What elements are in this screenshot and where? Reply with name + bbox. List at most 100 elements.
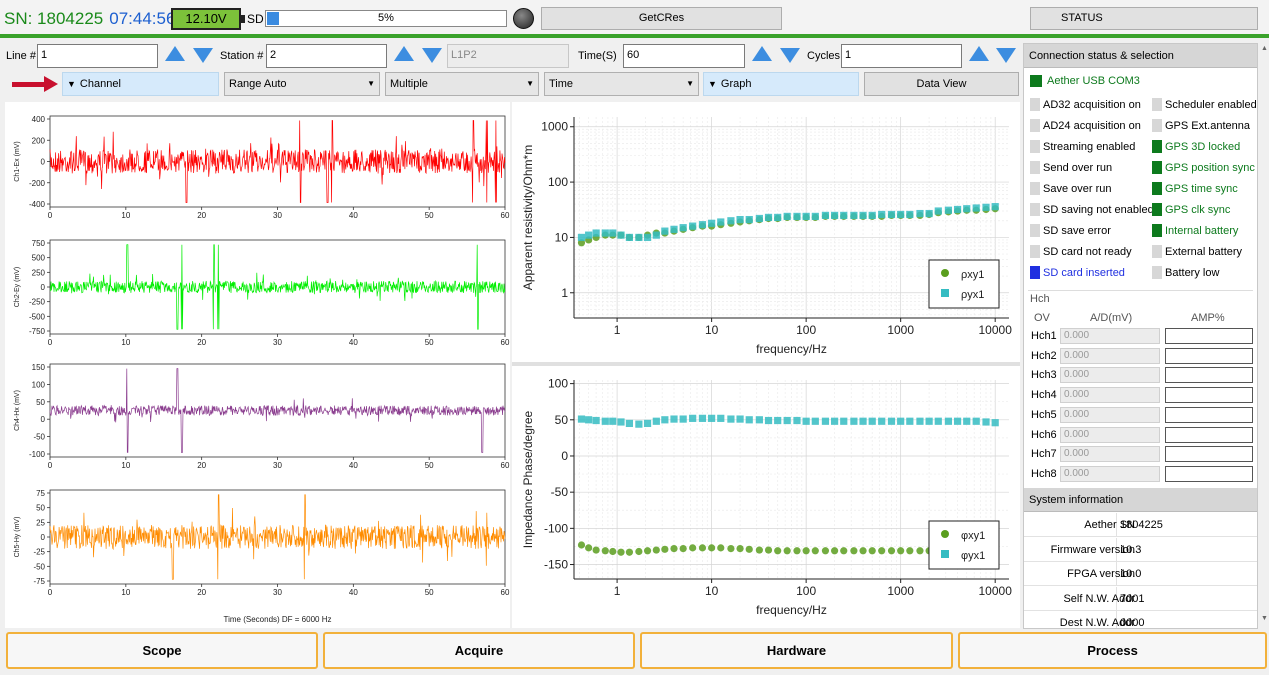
system-info-row: Self N.W. Addr 7001 bbox=[1024, 586, 1257, 611]
status-led-icon bbox=[1030, 140, 1040, 153]
cycles-down-icon[interactable] bbox=[996, 48, 1016, 63]
station-down-icon[interactable] bbox=[422, 48, 442, 63]
y-tick-label: 10 bbox=[555, 230, 569, 244]
device-name[interactable]: Aether USB COM3 bbox=[1047, 75, 1140, 87]
data-point bbox=[991, 419, 999, 427]
y-tick-label: 50 bbox=[36, 398, 45, 407]
cycles-up-icon[interactable] bbox=[969, 46, 989, 61]
data-point bbox=[887, 210, 896, 219]
legend-label: φxy1 bbox=[961, 530, 985, 542]
data-point bbox=[793, 212, 801, 220]
x-tick-label: 60 bbox=[501, 211, 510, 220]
data-point bbox=[850, 211, 858, 220]
time-up-icon[interactable] bbox=[752, 46, 772, 61]
hch-amp-bar bbox=[1165, 367, 1253, 384]
hch-col-amp: AMP% bbox=[1191, 312, 1225, 324]
status-label: Send over run bbox=[1043, 162, 1113, 174]
time-domain-select[interactable]: Time ▼ bbox=[544, 72, 699, 96]
status-button[interactable]: STATUS bbox=[1030, 7, 1258, 30]
y-tick-label: 0 bbox=[41, 415, 46, 424]
column-divider bbox=[1116, 586, 1117, 611]
x-tick-label: 20 bbox=[197, 211, 206, 220]
hch-row-label: Hch8 bbox=[1031, 467, 1057, 480]
mt-chart-2: 1 10 100 1000 10000 100 50 0 -50 -100 -150 frequenc… bbox=[521, 377, 1012, 617]
right-panel-scrollbar[interactable]: ▲ ▼ bbox=[1259, 43, 1269, 629]
line-input[interactable]: 1 bbox=[37, 44, 158, 68]
getcres-button[interactable]: GetCRes bbox=[541, 7, 782, 30]
sd-progress-bar: 5% bbox=[265, 10, 507, 27]
hch-amp-bar bbox=[1165, 328, 1253, 344]
system-info-key: Self N.W. Addr bbox=[1063, 592, 1135, 605]
hardware-button[interactable]: Hardware bbox=[640, 632, 953, 669]
scroll-down-icon[interactable]: ▼ bbox=[1261, 615, 1268, 622]
legend-label: ρxy1 bbox=[961, 269, 984, 281]
data-point bbox=[592, 416, 600, 425]
time-input[interactable]: 60 bbox=[623, 44, 745, 68]
system-info-row: Dest N.W. Addr 0000 bbox=[1024, 611, 1257, 628]
y-axis-label: Impedance Phase/degree bbox=[521, 410, 535, 548]
scope-button[interactable]: Scope bbox=[6, 632, 318, 669]
line-up-icon[interactable] bbox=[165, 46, 185, 61]
x-tick-label: 50 bbox=[425, 211, 434, 220]
data-point bbox=[601, 417, 609, 425]
x-tick-label: 30 bbox=[273, 338, 282, 347]
data-point bbox=[859, 211, 867, 220]
data-point bbox=[916, 547, 924, 555]
y-tick-label: 0 bbox=[561, 449, 568, 463]
multiple-select[interactable]: Multiple ▼ bbox=[385, 72, 539, 96]
station-input[interactable]: 2 bbox=[266, 44, 387, 68]
y-tick-label: -150 bbox=[544, 558, 568, 572]
data-point bbox=[830, 547, 839, 555]
y-tick-label: 50 bbox=[555, 413, 569, 427]
y-tick-label: 100 bbox=[548, 175, 568, 189]
system-info-key: Firmware version bbox=[1050, 543, 1135, 556]
x-tick-label: 10 bbox=[121, 338, 130, 347]
x-tick-label: 10 bbox=[705, 584, 719, 598]
data-point bbox=[585, 231, 593, 239]
data-view-button[interactable]: Data View bbox=[864, 72, 1019, 96]
data-point bbox=[897, 417, 905, 425]
line-down-icon[interactable] bbox=[193, 48, 213, 63]
data-point bbox=[764, 416, 773, 425]
y-tick-label: -250 bbox=[29, 298, 46, 307]
system-info-row: Firmware version 10.3 bbox=[1024, 537, 1257, 562]
y-tick-label: -50 bbox=[33, 562, 45, 571]
data-point bbox=[783, 212, 791, 220]
connection-header: Connection status & selection bbox=[1024, 44, 1257, 68]
hch-row-label: Hch3 bbox=[1031, 369, 1057, 382]
time-down-icon[interactable] bbox=[780, 48, 800, 63]
channel-toggle[interactable]: ▼ Channel bbox=[62, 72, 219, 96]
legend-marker-icon bbox=[941, 530, 949, 538]
y-tick-label: 0 bbox=[41, 283, 46, 292]
data-point bbox=[679, 224, 687, 232]
time-label: Time(S) bbox=[578, 50, 617, 62]
data-point bbox=[661, 416, 669, 424]
graph-toggle[interactable]: ▼ Graph bbox=[703, 72, 859, 96]
status-led-icon bbox=[1030, 203, 1040, 216]
channel-label: Ch2-Ey (mV) bbox=[14, 267, 21, 307]
range-select[interactable]: Range Auto ▼ bbox=[224, 72, 380, 96]
waveform-x-label: Time (Seconds) DF = 6000 Hz bbox=[224, 615, 332, 624]
x-tick-label: 30 bbox=[273, 211, 282, 220]
data-point bbox=[802, 212, 810, 220]
data-point bbox=[617, 231, 625, 239]
scroll-up-icon[interactable]: ▲ bbox=[1261, 45, 1268, 52]
process-button[interactable]: Process bbox=[958, 632, 1267, 669]
data-point bbox=[592, 229, 600, 237]
mt-response-panel: 1 10 100 1000 10000 1000 100 10 1 frequency/Hz App… bbox=[512, 102, 1020, 628]
hch-row-label: Hch4 bbox=[1031, 389, 1057, 402]
station-up-icon[interactable] bbox=[394, 46, 414, 61]
cycles-input[interactable]: 1 bbox=[841, 44, 962, 68]
data-point bbox=[925, 209, 933, 218]
dropdown-caret-icon: ▼ bbox=[526, 79, 534, 88]
hch-ad-value: 0.000 bbox=[1060, 367, 1160, 384]
acquire-button[interactable]: Acquire bbox=[323, 632, 635, 669]
status-label: External battery bbox=[1165, 246, 1243, 258]
hch-col-ad: A/D(mV) bbox=[1090, 312, 1133, 324]
status-led-icon bbox=[1152, 182, 1162, 195]
status-label: GPS position sync bbox=[1165, 162, 1255, 174]
record-indicator-icon bbox=[513, 8, 534, 29]
y-tick-label: 25 bbox=[36, 518, 45, 527]
hch-amp-bar bbox=[1165, 387, 1253, 404]
status-label: Internal battery bbox=[1165, 225, 1239, 237]
